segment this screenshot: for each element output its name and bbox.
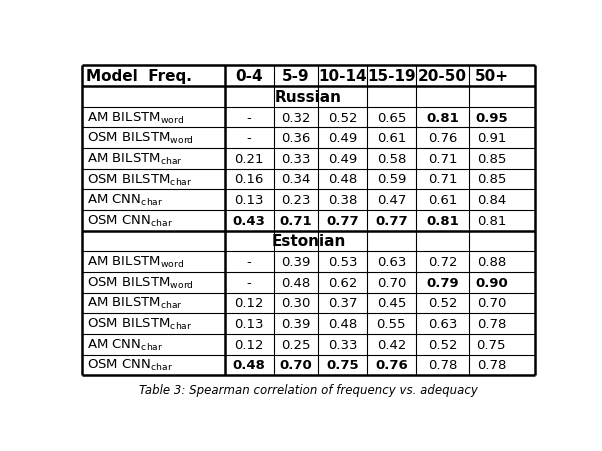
Text: AM CNN$_{\mathregular{char}}$: AM CNN$_{\mathregular{char}}$ [87,337,163,352]
Text: 0.47: 0.47 [377,194,406,207]
Text: 15-19: 15-19 [367,69,415,84]
Text: 0.77: 0.77 [326,214,359,227]
Text: 0.81: 0.81 [477,214,506,227]
Text: 0.70: 0.70 [477,297,506,310]
Text: 0.48: 0.48 [328,173,357,186]
Text: 0.16: 0.16 [235,173,264,186]
Text: 0.12: 0.12 [235,297,264,310]
Text: 0.70: 0.70 [279,359,312,372]
Text: 0.49: 0.49 [328,132,357,145]
Text: 0.84: 0.84 [477,194,506,207]
Text: 5-9: 5-9 [282,69,309,84]
Text: 0.61: 0.61 [428,194,457,207]
Text: 0.91: 0.91 [477,132,506,145]
Text: 0.65: 0.65 [377,111,406,124]
Text: 0.77: 0.77 [375,214,408,227]
Text: 0.34: 0.34 [281,173,311,186]
Text: 0.79: 0.79 [426,276,459,289]
Text: OSM CNN$_{\mathregular{char}}$: OSM CNN$_{\mathregular{char}}$ [87,213,173,228]
Text: 0.63: 0.63 [377,256,406,268]
Text: 0.52: 0.52 [428,297,458,310]
Text: 0.13: 0.13 [235,318,264,330]
Text: 0.48: 0.48 [281,276,311,289]
Text: 0.33: 0.33 [281,152,311,166]
Text: 0.39: 0.39 [281,318,311,330]
Text: OSM BILSTM$_{\mathregular{char}}$: OSM BILSTM$_{\mathregular{char}}$ [87,172,193,187]
Text: -: - [247,132,252,145]
Text: 0.59: 0.59 [377,173,406,186]
Text: 0.53: 0.53 [327,256,357,268]
Text: 0.33: 0.33 [327,338,357,351]
Text: 0.81: 0.81 [426,214,459,227]
Text: 20-50: 20-50 [418,69,467,84]
Text: 0.25: 0.25 [281,338,311,351]
Text: AM CNN$_{\mathregular{char}}$: AM CNN$_{\mathregular{char}}$ [87,193,163,208]
Text: 0.12: 0.12 [235,338,264,351]
Text: 0.76: 0.76 [428,132,457,145]
Text: 50+: 50+ [474,69,508,84]
Text: 0.37: 0.37 [327,297,357,310]
Text: 0.61: 0.61 [377,132,406,145]
Text: OSM BILSTM$_{\mathregular{word}}$: OSM BILSTM$_{\mathregular{word}}$ [87,131,194,146]
Text: 0.85: 0.85 [477,152,506,166]
Text: 0.71: 0.71 [279,214,312,227]
Text: 0.78: 0.78 [428,359,457,372]
Text: 0.88: 0.88 [477,256,506,268]
Text: -: - [247,256,252,268]
Text: 0.85: 0.85 [477,173,506,186]
Text: Table 3: Spearman correlation of frequency vs. adequacy: Table 3: Spearman correlation of frequen… [139,383,478,396]
Text: 0.13: 0.13 [235,194,264,207]
Text: 0.75: 0.75 [326,359,359,372]
Text: OSM BILSTM$_{\mathregular{word}}$: OSM BILSTM$_{\mathregular{word}}$ [87,275,194,290]
Text: OSM CNN$_{\mathregular{char}}$: OSM CNN$_{\mathregular{char}}$ [87,358,173,373]
Text: AM BILSTM$_{\mathregular{word}}$: AM BILSTM$_{\mathregular{word}}$ [87,254,184,270]
Text: AM BILSTM$_{\mathregular{char}}$: AM BILSTM$_{\mathregular{char}}$ [87,152,182,166]
Text: 0.42: 0.42 [377,338,406,351]
Text: 0.38: 0.38 [327,194,357,207]
Text: 0.71: 0.71 [428,173,458,186]
Text: 0.81: 0.81 [426,111,459,124]
Text: Russian: Russian [275,90,342,105]
Text: 0.36: 0.36 [281,132,311,145]
Text: 0.58: 0.58 [377,152,406,166]
Text: 0.52: 0.52 [327,111,357,124]
Text: 0.23: 0.23 [281,194,311,207]
Text: 0.63: 0.63 [428,318,457,330]
Text: -: - [247,111,252,124]
Text: 0.21: 0.21 [235,152,264,166]
Text: 0.71: 0.71 [428,152,458,166]
Text: 0.48: 0.48 [328,318,357,330]
Text: 0.62: 0.62 [327,276,357,289]
Text: 0.48: 0.48 [233,359,265,372]
Text: OSM BILSTM$_{\mathregular{char}}$: OSM BILSTM$_{\mathregular{char}}$ [87,316,193,331]
Text: 0.76: 0.76 [375,359,408,372]
Text: 0.39: 0.39 [281,256,311,268]
Text: 0.75: 0.75 [477,338,506,351]
Text: AM BILSTM$_{\mathregular{char}}$: AM BILSTM$_{\mathregular{char}}$ [87,296,182,311]
Text: 0.90: 0.90 [475,276,507,289]
Text: 0.32: 0.32 [281,111,311,124]
Text: 0.45: 0.45 [377,297,406,310]
Text: 0.78: 0.78 [477,318,506,330]
Text: 0.95: 0.95 [475,111,507,124]
Text: 10-14: 10-14 [318,69,367,84]
Text: Model  Freq.: Model Freq. [86,69,192,84]
Text: 0.30: 0.30 [281,297,311,310]
Text: 0.43: 0.43 [233,214,265,227]
Text: 0.55: 0.55 [377,318,406,330]
Text: Estonian: Estonian [272,234,346,249]
Text: -: - [247,276,252,289]
Text: AM BILSTM$_{\mathregular{word}}$: AM BILSTM$_{\mathregular{word}}$ [87,110,184,125]
Text: 0.49: 0.49 [328,152,357,166]
Text: 0.72: 0.72 [428,256,458,268]
Text: 0-4: 0-4 [235,69,263,84]
Text: 0.70: 0.70 [377,276,406,289]
Text: 0.52: 0.52 [428,338,458,351]
Text: 0.78: 0.78 [477,359,506,372]
